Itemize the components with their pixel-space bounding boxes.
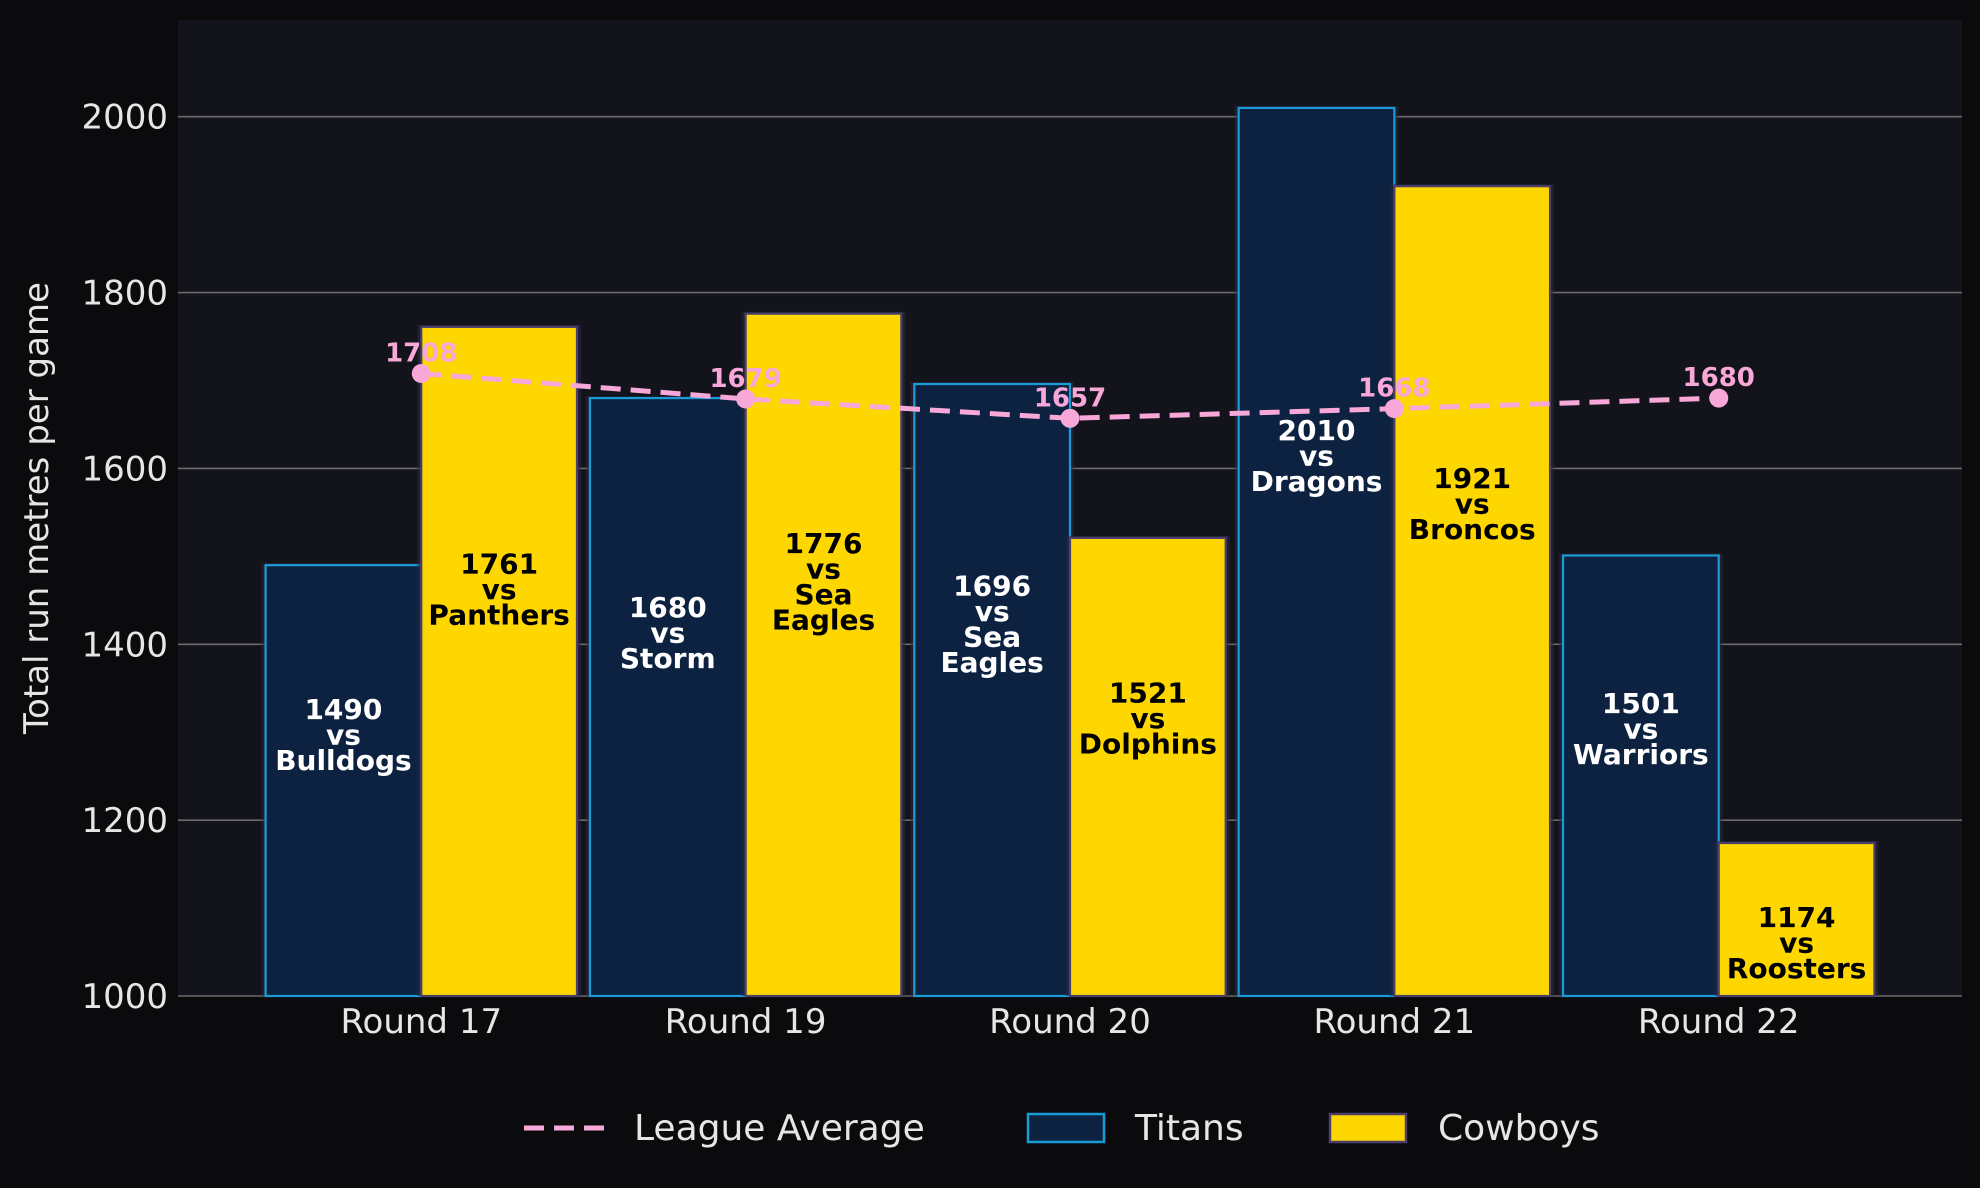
y-tick-label-1800: 1800: [81, 274, 168, 314]
legend[interactable]: League Average Titans Cowboys: [524, 1108, 1600, 1149]
bar-label-line: vs: [1299, 440, 1334, 473]
bar-titans-round-19: [588, 396, 747, 998]
bar-label-line: Panthers: [428, 599, 569, 632]
bar-label-line: vs: [650, 617, 685, 650]
legend-swatch-cowboys: [1328, 1112, 1408, 1144]
x-tick-label-round-19: Round 19: [665, 1002, 827, 1042]
league-average-value-round-21: 1668: [1358, 374, 1430, 404]
bar-label-line: Bulldogs: [275, 744, 411, 777]
league-average-line: 1708 1679 1657 1668 1680: [385, 338, 1755, 428]
bar-cowboys-round-20: [1068, 536, 1227, 998]
bar-label-line: 1761: [460, 548, 538, 581]
bar-label-line: vs: [1623, 713, 1658, 746]
bar-label-line: 1696: [953, 570, 1031, 603]
y-tick-label-1600: 1600: [81, 449, 168, 489]
league-average-value-round-22: 1680: [1683, 363, 1755, 393]
bar-titans-round-17: [264, 564, 423, 998]
bar-label-line: 1490: [304, 693, 382, 726]
bar-label-titans-round-22: 1501 vs Warriors: [1573, 687, 1709, 771]
bar-label-cowboys-round-22: 1174 vs Roosters: [1727, 901, 1867, 985]
bar-label-line: Eagles: [940, 646, 1043, 679]
bar-label-line: Dolphins: [1079, 727, 1217, 760]
league-average-value-round-20: 1657: [1034, 383, 1106, 413]
bar-label-line: Dragons: [1251, 465, 1383, 498]
bar-label-line: Sea: [794, 578, 852, 611]
x-tick-label-round-22: Round 22: [1638, 1002, 1800, 1042]
bar-label-line: 1501: [1602, 687, 1680, 720]
bar-titans-round-20: [913, 382, 1072, 998]
legend-label-titans: Titans: [1134, 1108, 1244, 1149]
league-average-value-round-17: 1708: [385, 338, 457, 368]
league-average-point-round-19: [736, 389, 756, 409]
league-average-polyline: [421, 370, 1719, 421]
bar-label-cowboys-round-21: 1921 vs Broncos: [1409, 462, 1536, 546]
bar-label-line: Eagles: [772, 603, 875, 636]
bar-label-line: 1521: [1109, 676, 1187, 709]
bar-cowboys-round-19: [744, 312, 903, 998]
axes: 1000 1200 1400 1600 1800 2000 Round 17 Round 19…: [81, 98, 1799, 1042]
league-average-value-round-19: 1679: [709, 364, 781, 394]
bar-label-titans-round-21: 2010 vs Dragons: [1251, 414, 1383, 498]
x-tick-label-round-17: Round 17: [340, 1002, 502, 1042]
bar-cowboys-round-21: [1393, 185, 1552, 998]
bars: [261, 105, 1879, 998]
league-average-point-round-22: [1709, 388, 1729, 408]
bar-cowboys-round-22: [1717, 841, 1876, 998]
y-tick-label-1000: 1000: [81, 977, 168, 1017]
bar-label-line: Storm: [620, 642, 716, 675]
bar-label-cowboys-round-17: 1761 vs Panthers: [428, 548, 569, 632]
bar-label-line: Roosters: [1727, 952, 1867, 985]
league-average-point-round-17: [411, 363, 431, 383]
y-tick-label-2000: 2000: [81, 98, 168, 138]
bar-label-line: vs: [806, 552, 841, 585]
bar-label-line: vs: [482, 573, 517, 606]
bar-label-line: vs: [1455, 487, 1490, 520]
bar-titans-round-21: [1237, 106, 1396, 998]
league-average-point-round-21: [1384, 399, 1404, 419]
bar-label-line: Warriors: [1573, 738, 1709, 771]
bar-label-titans-round-19: 1680 vs Storm: [620, 591, 716, 675]
bar-label-line: vs: [1779, 927, 1814, 960]
legend-label-cowboys: Cowboys: [1438, 1108, 1600, 1149]
legend-swatch-titans: [1026, 1112, 1106, 1144]
league-average-point-round-20: [1060, 408, 1080, 428]
bar-label-line: Broncos: [1409, 513, 1536, 546]
legend-label-league-average: League Average: [634, 1108, 925, 1149]
bar-label-line: Sea: [963, 621, 1021, 654]
bar-label-cowboys-round-20: 1521 vs Dolphins: [1079, 676, 1217, 760]
bar-label-line: 1921: [1433, 462, 1511, 495]
bar-label-line: 1174: [1758, 901, 1836, 934]
bar-label-line: vs: [326, 718, 361, 751]
x-tick-label-round-20: Round 20: [989, 1002, 1151, 1042]
bar-label-line: vs: [1130, 702, 1165, 735]
bar-label-line: 1776: [785, 527, 863, 560]
bar-cowboys-round-17: [420, 325, 579, 998]
bar-label-line: 1680: [629, 591, 707, 624]
bar-label-cowboys-round-19: 1776 vs Sea Eagles: [772, 527, 875, 637]
y-tick-label-1400: 1400: [81, 625, 168, 665]
y-axis-label: Total run metres per game: [17, 282, 57, 735]
bar-label-line: 2010: [1278, 414, 1356, 447]
bar-label-line: vs: [975, 595, 1010, 628]
bar-label-titans-round-20: 1696 vs Sea Eagles: [940, 570, 1043, 680]
y-tick-label-1200: 1200: [81, 801, 168, 841]
bar-titans-round-22: [1561, 554, 1720, 998]
x-tick-label-round-21: Round 21: [1314, 1002, 1476, 1042]
bar-label-titans-round-17: 1490 vs Bulldogs: [275, 693, 411, 777]
